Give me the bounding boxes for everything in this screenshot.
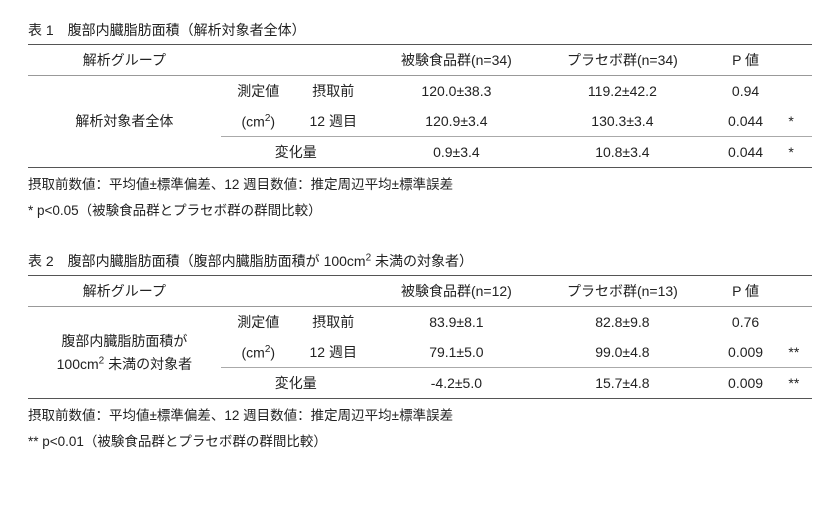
table2-label-change: 変化量 [221,368,371,399]
table1-label-unit: (cm2) [221,106,296,137]
table2-h-pval: P 値 [703,276,789,307]
table1-w12-placebo: 130.3±3.4 [542,106,703,137]
table2-chg-star: ** [788,368,812,399]
table2-pre-p: 0.76 [703,307,789,338]
table2-pre-placebo: 82.8±9.8 [542,307,703,338]
table1-header-row: 解析グループ 被験食品群(n=34) プラセボ群(n=34) P 値 [28,45,812,76]
table1-h-placebo: プラセボ群(n=34) [542,45,703,76]
table2-caption: 表 2 腹部内臓脂肪面積（腹部内臓脂肪面積が 100cm2 未満の対象者） [28,251,812,271]
table1-h-test: 被験食品群(n=34) [371,45,542,76]
table1-pre-placebo: 119.2±42.2 [542,76,703,107]
table2-block: 表 2 腹部内臓脂肪面積（腹部内臓脂肪面積が 100cm2 未満の対象者） 解析… [28,251,812,454]
table1-h-pval: P 値 [703,45,789,76]
table2-notes: 摂取前数値：平均値±標準偏差、12 週目数値：推定周辺平均±標準誤差 ** p<… [28,403,812,454]
table1-label-measure: 測定値 [221,76,296,107]
table1-chg-p: 0.044 [703,137,789,168]
table2-caption-prefix: 表 2 腹部内臓脂肪面積（腹部内臓脂肪面積が 100cm [28,253,366,269]
table2-h-group: 解析グループ [28,276,221,307]
table1-chg-placebo: 10.8±3.4 [542,137,703,168]
table1-chg-star: * [788,137,812,168]
table1-label-change: 変化量 [221,137,371,168]
table1-w12-p: 0.044 [703,106,789,137]
table1-label-pre: 摂取前 [296,76,371,107]
table1-pre-test: 120.0±38.3 [371,76,542,107]
table1-caption: 表 1 腹部内臓脂肪面積（解析対象者全体） [28,20,812,40]
table2-w12-placebo: 99.0±4.8 [542,337,703,368]
table1-note2: * p<0.05（被験食品群とプラセボ群の群間比較） [28,198,812,224]
table2-label-unit: (cm2) [221,337,296,368]
table1-h-group: 解析グループ [28,45,221,76]
table2-chg-p: 0.009 [703,368,789,399]
table1-pre-p: 0.94 [703,76,789,107]
table2-row-pre: 腹部内臓脂肪面積が 100cm2 未満の対象者 測定値 摂取前 83.9±8.1… [28,307,812,338]
table2-caption-suffix: 未満の対象者） [371,253,473,269]
table2-label-measure: 測定値 [221,307,296,338]
table1-label-week12: 12 週目 [296,106,371,137]
table2-group-label: 腹部内臓脂肪面積が 100cm2 未満の対象者 [28,307,221,399]
table2-note1: 摂取前数値：平均値±標準偏差、12 週目数値：推定周辺平均±標準誤差 [28,403,812,429]
table2-pre-star [788,307,812,338]
table2-chg-test: -4.2±5.0 [371,368,542,399]
table2-header-row: 解析グループ 被験食品群(n=12) プラセボ群(n=13) P 値 [28,276,812,307]
table2-note2: ** p<0.01（被験食品群とプラセボ群の群間比較） [28,429,812,455]
table2-h-test: 被験食品群(n=12) [371,276,542,307]
table1-block: 表 1 腹部内臓脂肪面積（解析対象者全体） 解析グループ 被験食品群(n=34)… [28,20,812,223]
table2-chg-placebo: 15.7±4.8 [542,368,703,399]
table2-w12-test: 79.1±5.0 [371,337,542,368]
table2-label-week12: 12 週目 [296,337,371,368]
table2-h-placebo: プラセボ群(n=13) [542,276,703,307]
table1-notes: 摂取前数値：平均値±標準偏差、12 週目数値：推定周辺平均±標準誤差 * p<0… [28,172,812,223]
table1-pre-star [788,76,812,107]
table1-w12-star: * [788,106,812,137]
table2-pre-test: 83.9±8.1 [371,307,542,338]
table1: 解析グループ 被験食品群(n=34) プラセボ群(n=34) P 値 解析対象者… [28,44,812,168]
table1-row-pre: 解析対象者全体 測定値 摂取前 120.0±38.3 119.2±42.2 0.… [28,76,812,107]
table1-group-label: 解析対象者全体 [28,76,221,168]
table2: 解析グループ 被験食品群(n=12) プラセボ群(n=13) P 値 腹部内臓脂… [28,275,812,399]
table2-label-pre: 摂取前 [296,307,371,338]
table1-chg-test: 0.9±3.4 [371,137,542,168]
table1-w12-test: 120.9±3.4 [371,106,542,137]
table2-w12-star: ** [788,337,812,368]
table2-w12-p: 0.009 [703,337,789,368]
table1-note1: 摂取前数値：平均値±標準偏差、12 週目数値：推定周辺平均±標準誤差 [28,172,812,198]
table1-caption-text: 表 1 腹部内臓脂肪面積（解析対象者全体） [28,22,306,38]
